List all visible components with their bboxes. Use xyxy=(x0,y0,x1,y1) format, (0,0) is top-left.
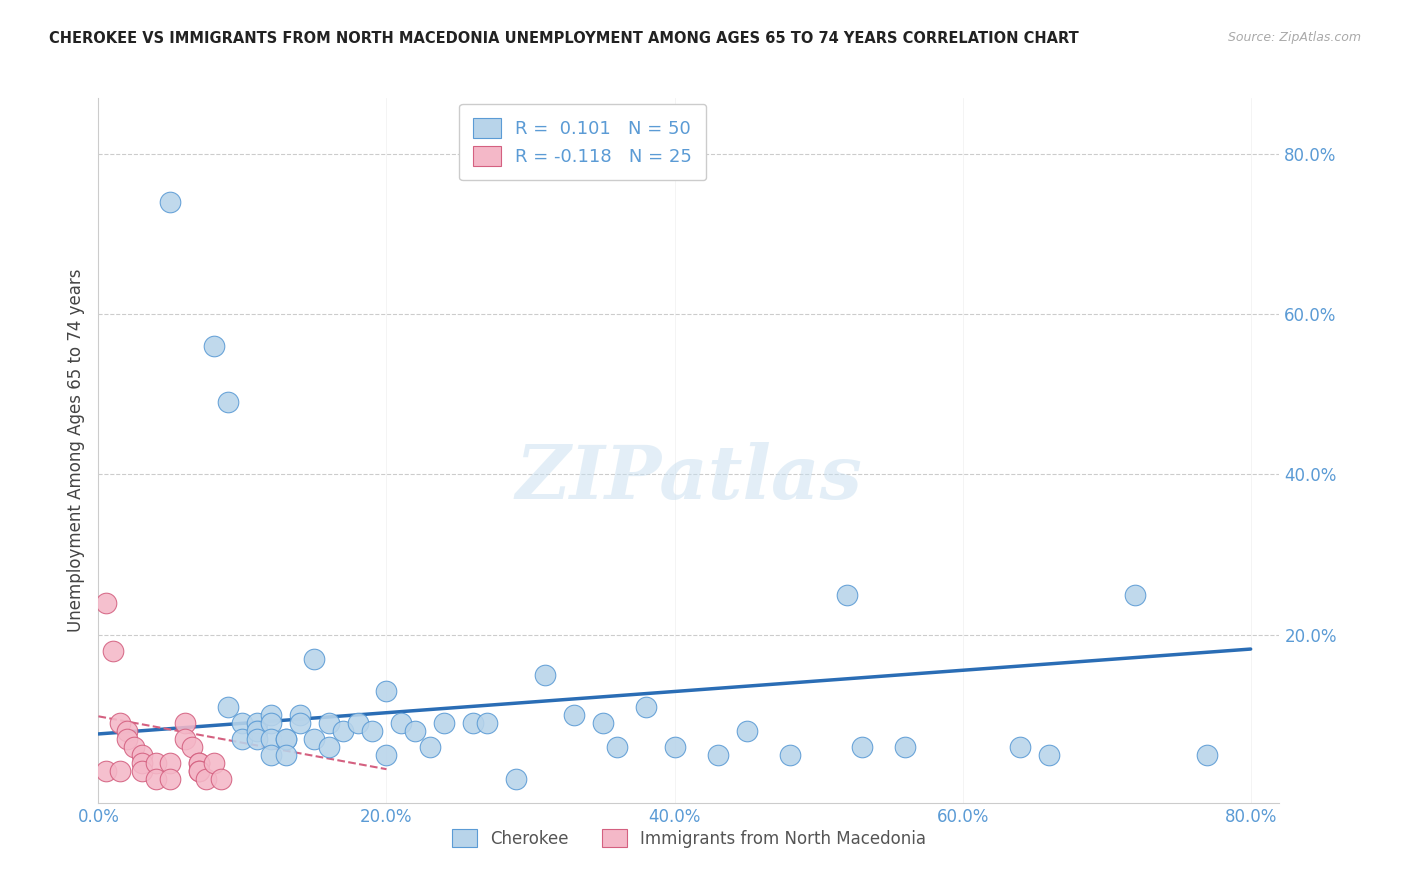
Point xyxy=(188,764,211,778)
Point xyxy=(231,715,253,730)
Point xyxy=(634,699,657,714)
Point xyxy=(606,739,628,754)
Point xyxy=(318,739,340,754)
Point xyxy=(131,756,153,770)
Point xyxy=(246,723,269,738)
Point xyxy=(562,707,585,722)
Point xyxy=(332,723,354,738)
Point xyxy=(361,723,384,738)
Point xyxy=(404,723,426,738)
Point xyxy=(592,715,614,730)
Point xyxy=(461,715,484,730)
Point xyxy=(188,756,211,770)
Text: Source: ZipAtlas.com: Source: ZipAtlas.com xyxy=(1227,31,1361,45)
Point xyxy=(159,772,181,786)
Point xyxy=(894,739,917,754)
Point xyxy=(419,739,441,754)
Point xyxy=(260,715,283,730)
Point xyxy=(318,715,340,730)
Point xyxy=(101,643,124,657)
Point xyxy=(735,723,758,738)
Point xyxy=(375,747,398,762)
Point xyxy=(124,739,146,754)
Legend: Cherokee, Immigrants from North Macedonia: Cherokee, Immigrants from North Macedoni… xyxy=(446,822,932,855)
Point xyxy=(1125,588,1147,602)
Point xyxy=(505,772,527,786)
Point xyxy=(1010,739,1032,754)
Point xyxy=(188,764,211,778)
Point xyxy=(173,715,195,730)
Point xyxy=(260,731,283,746)
Point xyxy=(433,715,456,730)
Point xyxy=(288,715,311,730)
Point xyxy=(159,195,181,210)
Point xyxy=(246,715,269,730)
Point xyxy=(274,747,297,762)
Point xyxy=(779,747,801,762)
Point xyxy=(231,731,253,746)
Point xyxy=(1197,747,1219,762)
Point xyxy=(851,739,873,754)
Point xyxy=(94,764,117,778)
Point xyxy=(304,651,326,665)
Point xyxy=(246,731,269,746)
Point xyxy=(145,772,167,786)
Point xyxy=(534,667,557,681)
Point xyxy=(375,683,398,698)
Point xyxy=(159,756,181,770)
Point xyxy=(115,723,138,738)
Point xyxy=(389,715,412,730)
Point xyxy=(131,747,153,762)
Text: CHEROKEE VS IMMIGRANTS FROM NORTH MACEDONIA UNEMPLOYMENT AMONG AGES 65 TO 74 YEA: CHEROKEE VS IMMIGRANTS FROM NORTH MACEDO… xyxy=(49,31,1078,46)
Point xyxy=(1038,747,1060,762)
Point xyxy=(145,756,167,770)
Point xyxy=(131,764,153,778)
Point xyxy=(274,731,297,746)
Point xyxy=(94,596,117,610)
Point xyxy=(346,715,368,730)
Point xyxy=(173,731,195,746)
Point xyxy=(195,772,218,786)
Text: ZIPatlas: ZIPatlas xyxy=(516,442,862,515)
Point xyxy=(209,772,232,786)
Point xyxy=(837,588,859,602)
Point xyxy=(217,699,239,714)
Point xyxy=(260,707,283,722)
Point xyxy=(664,739,686,754)
Point xyxy=(202,339,225,353)
Point xyxy=(108,764,131,778)
Point xyxy=(115,731,138,746)
Point xyxy=(181,739,204,754)
Point xyxy=(274,731,297,746)
Y-axis label: Unemployment Among Ages 65 to 74 years: Unemployment Among Ages 65 to 74 years xyxy=(66,268,84,632)
Point xyxy=(108,715,131,730)
Point xyxy=(477,715,499,730)
Point xyxy=(706,747,728,762)
Point xyxy=(304,731,326,746)
Point xyxy=(217,395,239,409)
Point xyxy=(188,756,211,770)
Point xyxy=(288,707,311,722)
Point xyxy=(202,756,225,770)
Point xyxy=(260,747,283,762)
